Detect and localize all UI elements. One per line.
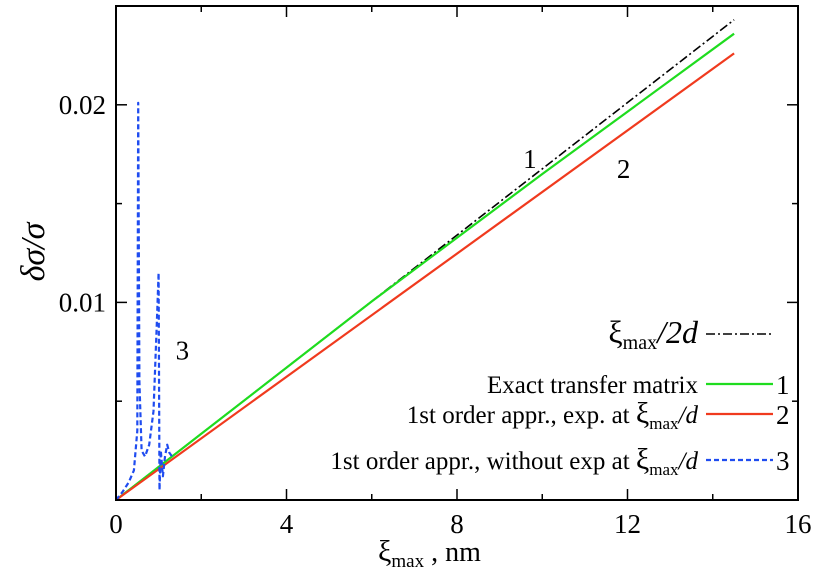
legend-number: 1 bbox=[776, 370, 790, 400]
y-tick-label: 0.01 bbox=[59, 287, 106, 317]
series-layer bbox=[115, 19, 735, 501]
x-tick-label: 0 bbox=[109, 509, 123, 539]
svg-text:δσ/σ: δσ/σ bbox=[15, 221, 52, 281]
svg-text:ξmax , nm: ξmax , nm bbox=[378, 535, 481, 572]
curve-label-3: 3 bbox=[176, 336, 190, 366]
series-first-order-exp-line bbox=[115, 52, 735, 501]
y-axis-label: δσ/σ bbox=[15, 221, 52, 281]
legend-entry-1: ξmax/2d bbox=[608, 314, 773, 354]
legend-entry-2: Exact transfer matrix 1 bbox=[487, 370, 790, 400]
legend-entry-3: 1st order appr., exp. at ξmax/d 2 bbox=[407, 397, 790, 433]
x-tick-label: 8 bbox=[450, 509, 464, 539]
plot-frame bbox=[115, 5, 799, 501]
curve-label-2: 2 bbox=[617, 154, 631, 184]
series-exact-transfer-matrix-line bbox=[115, 32, 735, 501]
legend-entry-4: 1st order appr., without exp at ξmax/d 3 bbox=[330, 443, 789, 479]
legend-text: 1st order appr., exp. at ξmax/d bbox=[407, 397, 699, 433]
x-axis-label-symbol: ξ bbox=[378, 535, 391, 568]
x-axis-label-unit: , nm bbox=[424, 537, 481, 568]
x-tick-label: 12 bbox=[614, 509, 641, 539]
series-xi-over-2d-line bbox=[115, 19, 735, 501]
y-tick-label: 0.02 bbox=[59, 90, 106, 120]
x-tick-label: 16 bbox=[785, 509, 812, 539]
x-tick-label: 4 bbox=[280, 509, 294, 539]
curve-label-1: 1 bbox=[523, 144, 537, 174]
legend-number: 2 bbox=[776, 400, 790, 430]
series-first-order-without-exp-line bbox=[115, 101, 175, 501]
x-axis-label: ξmax , nm bbox=[378, 535, 481, 572]
x-axis-label-subscript: max bbox=[391, 551, 424, 572]
legend-text: 1st order appr., without exp at ξmax/d bbox=[330, 443, 698, 479]
legend-text: ξmax/2d bbox=[608, 314, 699, 354]
legend-text: Exact transfer matrix bbox=[487, 372, 699, 399]
legend-number: 3 bbox=[776, 446, 790, 476]
